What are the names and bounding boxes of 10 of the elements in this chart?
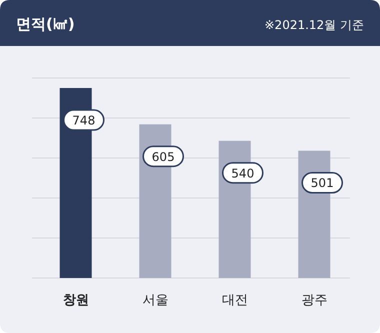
data-label: 540 (231, 166, 254, 180)
x-tick-label: 광주 (301, 293, 328, 308)
chart-title: 면적(㎢) (16, 15, 75, 33)
x-tick-label: 서울 (142, 293, 168, 308)
chart-subtitle: ※2021.12월 기준 (264, 18, 364, 32)
data-label: 748 (72, 114, 96, 128)
x-tick-label: 창원 (62, 293, 89, 308)
data-label: 501 (310, 176, 334, 190)
data-label: 605 (152, 150, 175, 164)
x-tick-label: 대전 (222, 293, 248, 308)
